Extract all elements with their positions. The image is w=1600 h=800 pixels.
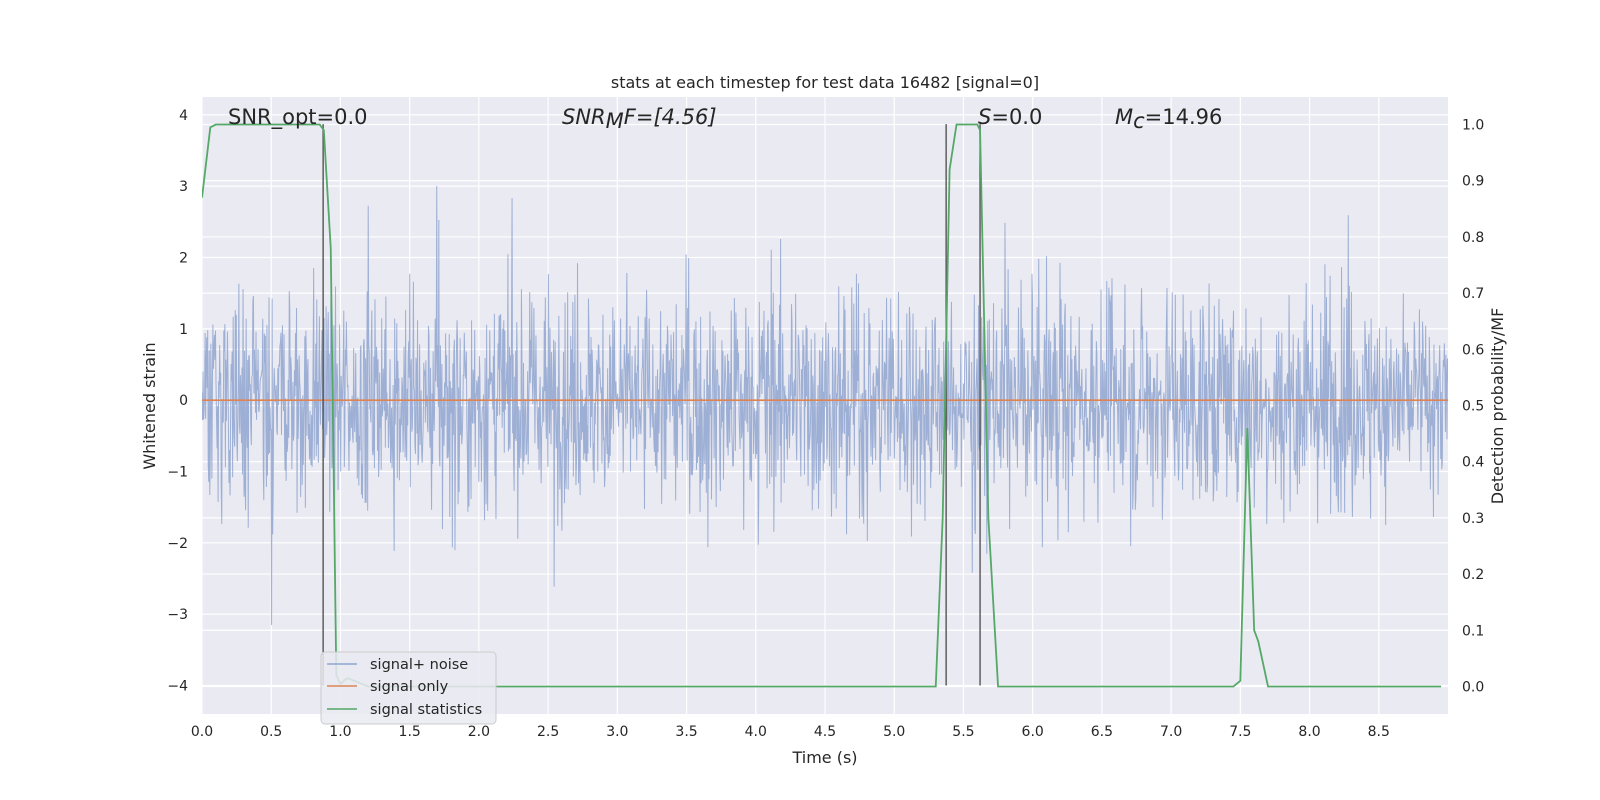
x-tick-label: 8.0: [1298, 724, 1320, 740]
left-axis-label: Whitened strain: [140, 342, 159, 469]
marker-lines: [322, 124, 981, 686]
x-tick-label: 5.5: [952, 724, 974, 740]
y-right-tick-label: 0.7: [1462, 286, 1484, 302]
legend-box: [320, 651, 497, 725]
y-right-tick-label: 0.0: [1462, 679, 1484, 695]
y-right-tick-label: 0.4: [1462, 455, 1484, 471]
y-left-tick-label: −2: [167, 536, 188, 552]
chart-title: stats at each timestep for test data 164…: [611, 73, 1039, 92]
x-tick-label: 2.0: [468, 724, 490, 740]
x-tick-label: 7.0: [1160, 724, 1182, 740]
y-left-tick-label: −4: [167, 678, 188, 694]
s-annotation: S=0.0: [978, 105, 1042, 129]
x-tick-label: 1.0: [329, 724, 351, 740]
y-left-tick-label: 2: [179, 250, 188, 266]
x-tick-label: 6.5: [1091, 724, 1113, 740]
right-axis-label: Detection probability/MF: [1488, 308, 1507, 505]
y-right-tick-label: 0.6: [1462, 342, 1484, 358]
x-tick-label: 3.0: [606, 724, 628, 740]
signal-statistics-line: [202, 123, 1442, 688]
x-tick-label: 7.5: [1229, 724, 1251, 740]
y-left-tick-label: −3: [167, 607, 188, 623]
mc-annotation: Mc=14.96: [1115, 105, 1222, 133]
x-tick-label: 4.5: [814, 724, 836, 740]
x-tick-label: 4.0: [745, 724, 767, 740]
snr-opt-annotation: SNR_opt=0.0: [228, 105, 368, 130]
y-left-tick-label: 3: [179, 179, 188, 195]
x-tick-label: 2.5: [537, 724, 559, 740]
x-axis-label: Time (s): [791, 748, 857, 767]
signal-statistics-series: [202, 123, 1442, 688]
y-left-tick-label: 4: [179, 108, 188, 124]
x-axis-ticks: 0.0 0.5 1.0 1.5 2.0 2.5 3.0 3.5 4.0 4.5 5.0 5.5 6.0 6…: [191, 724, 1390, 740]
snr-mf-annotation: SNRMF=[4.56]: [562, 105, 717, 133]
legend-label-signal-noise: signal+ noise: [370, 657, 468, 673]
y-right-tick-label: 0.9: [1462, 174, 1484, 190]
x-tick-label: 1.5: [399, 724, 421, 740]
y-right-tick-label: 0.8: [1462, 230, 1484, 246]
x-tick-label: 8.5: [1368, 724, 1390, 740]
y-right-tick-label: 0.2: [1462, 567, 1484, 583]
x-tick-label: 5.0: [883, 724, 905, 740]
y-right-tick-label: 0.1: [1462, 623, 1484, 639]
legend-label-signal-only: signal only: [370, 679, 449, 695]
y-left-tick-label: 1: [179, 322, 188, 338]
right-axis-ticks: 0.0 0.1 0.2 0.3 0.4 0.5 0.6 0.7 0.8 0.9 1.0: [1462, 118, 1484, 696]
x-tick-label: 0.0: [191, 724, 213, 740]
y-right-tick-label: 0.5: [1462, 399, 1484, 415]
x-tick-label: 3.5: [675, 724, 697, 740]
legend-label-signal-statistics: signal statistics: [370, 702, 482, 718]
legend: signal+ noise signal only signal statist…: [320, 651, 497, 725]
y-left-tick-label: 0: [179, 393, 188, 409]
y-left-tick-label: −1: [167, 464, 188, 480]
y-right-tick-label: 1.0: [1462, 118, 1484, 134]
y-right-tick-label: 0.3: [1462, 511, 1484, 527]
x-tick-label: 0.5: [260, 724, 282, 740]
left-axis-ticks: −4 −3 −2 −1 0 1 2 3 4: [167, 108, 188, 695]
x-tick-label: 6.0: [1022, 724, 1044, 740]
